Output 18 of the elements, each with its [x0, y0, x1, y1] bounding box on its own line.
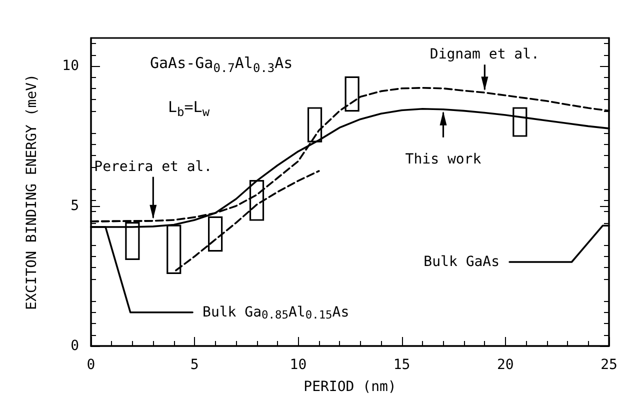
x-tick-label: 15 [393, 357, 410, 373]
x-tick-label: 10 [290, 357, 307, 373]
annotation: L$_{b}$=L$_{w}$ [168, 98, 210, 119]
x-axis-title: PERIOD (nm) [304, 379, 396, 395]
y-axis-title: EXCITON BINDING ENERGY (meV) [24, 74, 40, 310]
x-tick-label: 25 [600, 357, 618, 373]
series-label: Dignam et al. [430, 46, 540, 63]
x-tick-label: 20 [496, 357, 514, 373]
series-label: Bulk GaAs [424, 254, 500, 270]
text: Pereira et al. [94, 158, 212, 175]
legend-label: This work [405, 150, 482, 167]
y-tick-label: 0 [70, 338, 79, 354]
x-tick-label: 0 [86, 357, 96, 373]
y-tick-label: 10 [62, 58, 79, 74]
annotation: GaAs-Ga$_{0.7}$Al$_{0.3}$As [150, 54, 293, 75]
series-label: Bulk Ga$_{0.85}$Al$_{0.15}$As [202, 304, 350, 322]
x-tick-label: 5 [190, 357, 199, 373]
y-tick-label: 5 [70, 198, 79, 214]
